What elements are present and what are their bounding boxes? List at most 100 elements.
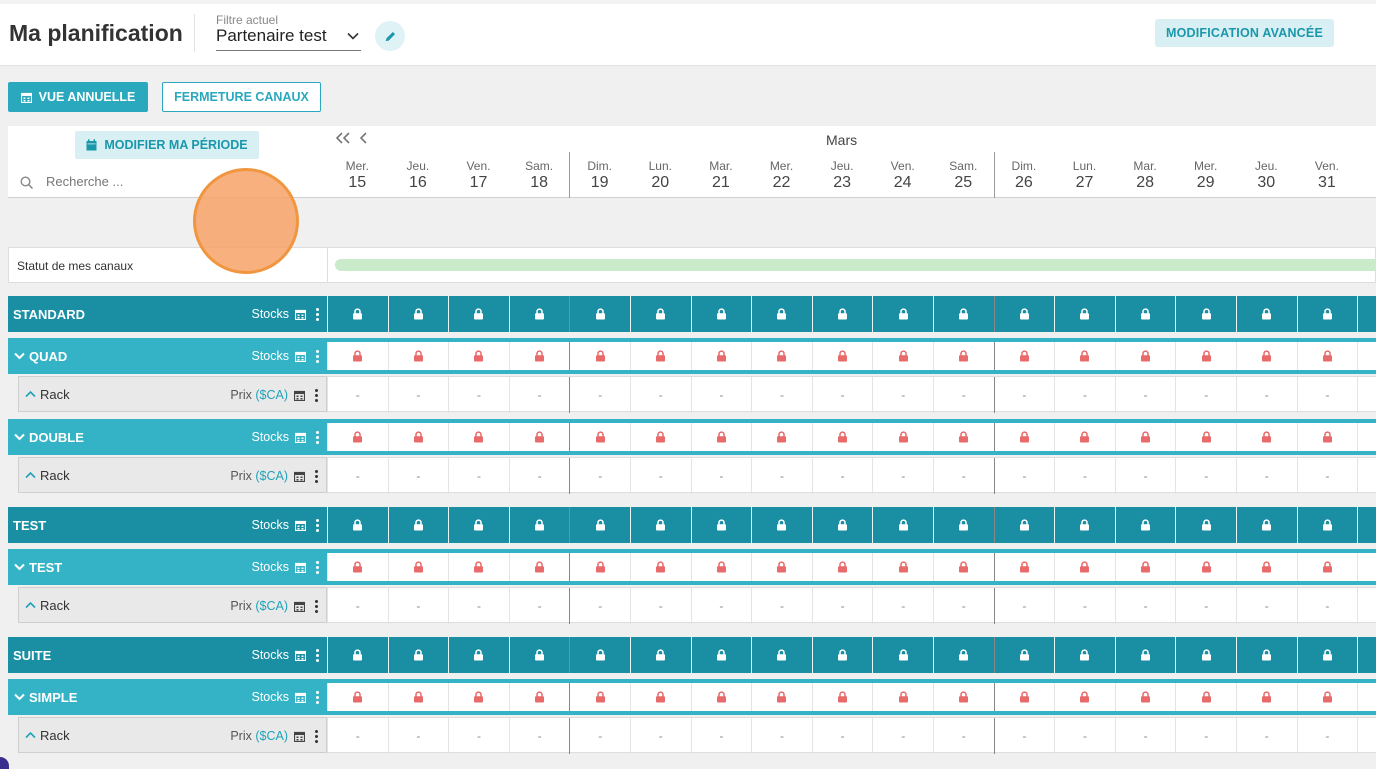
rate-cell[interactable]: - bbox=[811, 588, 873, 624]
rate-cell[interactable]: - bbox=[1114, 718, 1176, 754]
lock-icon[interactable] bbox=[751, 342, 812, 370]
rate-cell[interactable]: - bbox=[387, 718, 449, 754]
rate-cell[interactable]: - bbox=[1054, 458, 1115, 494]
lock-icon[interactable] bbox=[933, 342, 994, 370]
row-header[interactable]: Rack Prix ($CA) bbox=[18, 376, 327, 412]
lock-icon[interactable] bbox=[1114, 296, 1176, 332]
lock-icon[interactable] bbox=[387, 296, 449, 332]
lock-icon[interactable] bbox=[1175, 423, 1236, 451]
lock-icon[interactable] bbox=[1357, 423, 1376, 451]
row-header[interactable]: Rack Prix ($CA) bbox=[18, 717, 327, 753]
rate-cell[interactable]: - bbox=[630, 588, 691, 624]
lock-icon[interactable] bbox=[811, 342, 873, 370]
lock-icon[interactable] bbox=[1296, 507, 1358, 543]
lock-icon[interactable] bbox=[1175, 507, 1236, 543]
rate-cell[interactable]: - bbox=[872, 458, 933, 494]
more-options-icon[interactable] bbox=[316, 518, 319, 532]
lock-icon[interactable] bbox=[448, 423, 509, 451]
more-options-icon[interactable] bbox=[315, 729, 318, 743]
lock-icon[interactable] bbox=[690, 342, 752, 370]
more-options-icon[interactable] bbox=[315, 599, 318, 613]
lock-icon[interactable] bbox=[1357, 683, 1376, 711]
chevron-up-icon[interactable] bbox=[25, 731, 36, 739]
lock-icon[interactable] bbox=[1114, 507, 1176, 543]
rate-cell[interactable]: - bbox=[1296, 588, 1358, 624]
lock-icon[interactable] bbox=[933, 683, 994, 711]
rate-cell[interactable]: - bbox=[811, 458, 873, 494]
rate-cell[interactable]: - bbox=[630, 718, 691, 754]
lock-icon[interactable] bbox=[508, 507, 570, 543]
lock-icon[interactable] bbox=[993, 423, 1055, 451]
lock-icon[interactable] bbox=[1357, 637, 1376, 673]
rate-cell[interactable]: - bbox=[1236, 718, 1297, 754]
rate-cell[interactable]: - bbox=[933, 458, 994, 494]
lock-icon[interactable] bbox=[1114, 553, 1176, 581]
rate-cell[interactable]: - bbox=[448, 718, 509, 754]
lock-icon[interactable] bbox=[569, 423, 630, 451]
rate-cell[interactable]: - bbox=[993, 377, 1055, 413]
rate-cell[interactable]: - bbox=[508, 458, 570, 494]
lock-icon[interactable] bbox=[1114, 423, 1176, 451]
double-chevron-left-icon[interactable] bbox=[335, 131, 351, 145]
lock-icon[interactable] bbox=[811, 423, 873, 451]
lock-icon[interactable] bbox=[690, 507, 752, 543]
chevron-up-icon[interactable] bbox=[25, 601, 36, 609]
channel-status-bar[interactable] bbox=[335, 259, 1376, 271]
lock-icon[interactable] bbox=[1296, 296, 1358, 332]
rate-cell[interactable]: - bbox=[1054, 588, 1115, 624]
lock-icon[interactable] bbox=[1296, 637, 1358, 673]
lock-icon[interactable] bbox=[508, 553, 570, 581]
rate-cell[interactable]: - bbox=[1296, 377, 1358, 413]
calendar-icon[interactable] bbox=[294, 390, 305, 401]
rate-cell[interactable]: - bbox=[387, 588, 449, 624]
lock-icon[interactable] bbox=[933, 296, 994, 332]
row-header[interactable]: TEST Stocks bbox=[8, 507, 327, 543]
lock-icon[interactable] bbox=[1175, 553, 1236, 581]
lock-icon[interactable] bbox=[751, 507, 812, 543]
chevron-left-icon[interactable] bbox=[359, 131, 369, 145]
chevron-down-icon[interactable] bbox=[14, 352, 25, 360]
lock-icon[interactable] bbox=[1296, 342, 1358, 370]
lock-icon[interactable] bbox=[872, 423, 933, 451]
lock-icon[interactable] bbox=[387, 683, 449, 711]
rate-cell[interactable]: - bbox=[993, 588, 1055, 624]
lock-icon[interactable] bbox=[751, 553, 812, 581]
lock-icon[interactable] bbox=[1054, 507, 1115, 543]
lock-icon[interactable] bbox=[569, 342, 630, 370]
rate-cell[interactable]: - bbox=[933, 718, 994, 754]
lock-icon[interactable] bbox=[1296, 423, 1358, 451]
lock-icon[interactable] bbox=[690, 683, 752, 711]
lock-icon[interactable] bbox=[569, 296, 630, 332]
lock-icon[interactable] bbox=[630, 683, 691, 711]
lock-icon[interactable] bbox=[1054, 296, 1115, 332]
lock-icon[interactable] bbox=[387, 423, 449, 451]
lock-icon[interactable] bbox=[1114, 342, 1176, 370]
lock-icon[interactable] bbox=[1175, 342, 1236, 370]
lock-icon[interactable] bbox=[1357, 507, 1376, 543]
rate-cell[interactable]: - bbox=[1114, 458, 1176, 494]
lock-icon[interactable] bbox=[1357, 342, 1376, 370]
rate-cell[interactable]: - bbox=[872, 718, 933, 754]
rate-cell[interactable]: - bbox=[448, 377, 509, 413]
more-options-icon[interactable] bbox=[316, 430, 319, 444]
lock-icon[interactable] bbox=[448, 507, 509, 543]
rate-cell[interactable]: - bbox=[508, 588, 570, 624]
lock-icon[interactable] bbox=[448, 296, 509, 332]
lock-icon[interactable] bbox=[448, 553, 509, 581]
row-header[interactable]: SUITE Stocks bbox=[8, 637, 327, 673]
edit-filter-button[interactable] bbox=[375, 21, 405, 51]
rate-cell[interactable]: - bbox=[327, 718, 388, 754]
lock-icon[interactable] bbox=[569, 507, 630, 543]
rate-cell[interactable]: - bbox=[1114, 377, 1176, 413]
calendar-icon[interactable] bbox=[295, 351, 306, 362]
rate-cell[interactable]: - bbox=[993, 458, 1055, 494]
rate-cell[interactable]: - bbox=[1054, 718, 1115, 754]
advanced-edit-button[interactable]: MODIFICATION AVANCÉE bbox=[1155, 19, 1334, 47]
rate-cell[interactable]: - bbox=[1114, 588, 1176, 624]
row-header[interactable]: SIMPLE Stocks bbox=[8, 679, 327, 715]
chevron-down-icon[interactable] bbox=[14, 693, 25, 701]
rate-cell[interactable]: - bbox=[1296, 458, 1358, 494]
lock-icon[interactable] bbox=[690, 553, 752, 581]
lock-icon[interactable] bbox=[933, 507, 994, 543]
chevron-down-icon[interactable] bbox=[14, 433, 25, 441]
